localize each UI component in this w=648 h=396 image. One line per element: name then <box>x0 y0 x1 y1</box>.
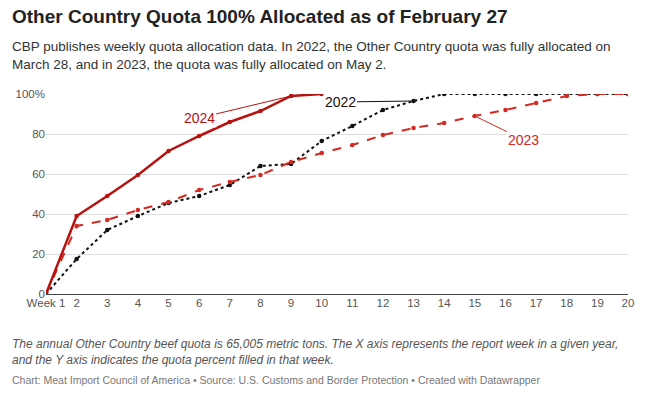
svg-text:16: 16 <box>499 297 512 309</box>
svg-text:2022: 2022 <box>325 94 356 110</box>
svg-text:6: 6 <box>196 297 202 309</box>
svg-text:0: 0 <box>39 288 45 300</box>
svg-text:4: 4 <box>135 297 142 309</box>
svg-text:5: 5 <box>165 297 171 309</box>
html-text:The annual Other Country beef: The annual Other Country beef quota is 6… <box>12 337 619 367</box>
svg-text:100%: 100% <box>16 88 45 100</box>
svg-text:20: 20 <box>32 248 45 260</box>
svg-text:8: 8 <box>257 297 263 309</box>
svg-text:2: 2 <box>73 297 79 309</box>
svg-text:13: 13 <box>407 297 420 309</box>
svg-text:19: 19 <box>591 297 604 309</box>
svg-text:3: 3 <box>104 297 110 309</box>
svg-text:17: 17 <box>530 297 543 309</box>
svg-text:14: 14 <box>438 297 451 309</box>
svg-text:12: 12 <box>377 297 390 309</box>
svg-text:20: 20 <box>622 297 635 309</box>
svg-text:60: 60 <box>32 168 45 180</box>
html-text:Chart: Meat Import Council of: Chart: Meat Import Council of America • … <box>12 374 540 386</box>
svg-text:9: 9 <box>288 297 294 309</box>
svg-text:7: 7 <box>227 297 233 309</box>
svg-text:2024: 2024 <box>184 110 215 126</box>
svg-text:15: 15 <box>468 297 481 309</box>
svg-text:18: 18 <box>560 297 573 309</box>
svg-text:40: 40 <box>32 208 45 220</box>
html-text:CBP publishes weekly quota all: CBP publishes weekly quota allocation da… <box>12 39 611 72</box>
svg-text:Week 1: Week 1 <box>27 297 66 309</box>
html-text:Other Country Quota 100% Alloc: Other Country Quota 100% Allocated as of… <box>12 6 508 27</box>
svg-text:80: 80 <box>32 128 45 140</box>
svg-text:11: 11 <box>346 297 358 309</box>
svg-text:10: 10 <box>315 297 328 309</box>
svg-text:2023: 2023 <box>508 132 539 148</box>
